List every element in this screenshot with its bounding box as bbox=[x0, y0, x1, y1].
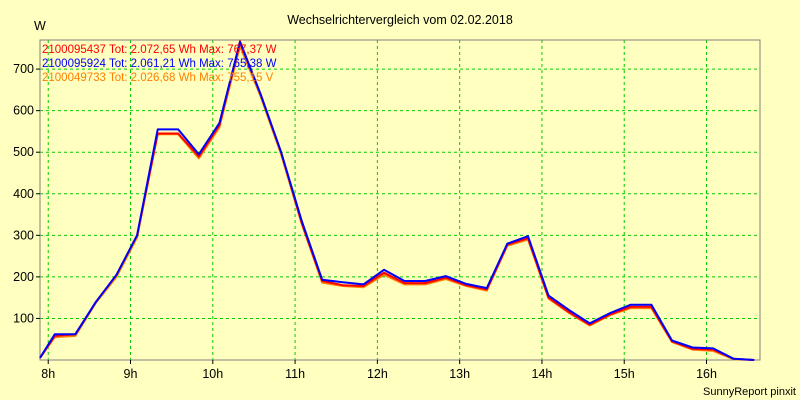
series-lines bbox=[39, 40, 755, 361]
y-tick-label: 500 bbox=[13, 145, 34, 159]
legend: 2100095437 Tot: 2.072,65 Wh Max: 767,37 … bbox=[42, 44, 277, 84]
y-tick-label: 400 bbox=[13, 187, 34, 201]
series-line-2100095924 bbox=[39, 41, 755, 361]
y-axis: 100 200 300 400 500 600 700 bbox=[13, 62, 40, 325]
x-tick-label: 11h bbox=[285, 367, 305, 381]
x-axis: 8h 9h 10h 11h 12h 13h 14h 15h 16h bbox=[41, 360, 717, 381]
plot-area-frame bbox=[39, 39, 761, 361]
x-tick-label: 13h bbox=[449, 367, 470, 381]
y-axis-unit-label: W bbox=[34, 19, 46, 33]
y-tick-label: 300 bbox=[13, 228, 34, 242]
x-tick-label: 16h bbox=[696, 367, 717, 381]
legend-entry-2100095924: 2100095924 Tot: 2.061,21 Wh Max: 765,38 … bbox=[42, 58, 277, 70]
chart-title: Wechselrichtervergleich vom 02.02.2018 bbox=[287, 13, 513, 27]
x-tick-label: 8h bbox=[41, 367, 55, 381]
legend-entry-2100049733: 2100049733 Tot: 2.026,68 Wh Max: 755,15 … bbox=[42, 72, 274, 84]
x-tick-label: 15h bbox=[614, 367, 635, 381]
credit-text: SunnyReport pinxit bbox=[703, 386, 796, 398]
x-tick-label: 14h bbox=[532, 367, 553, 381]
legend-entry-2100095437: 2100095437 Tot: 2.072,65 Wh Max: 767,37 … bbox=[42, 44, 277, 56]
y-tick-label: 600 bbox=[13, 104, 34, 118]
x-tick-label: 12h bbox=[367, 367, 388, 381]
y-tick-label: 100 bbox=[13, 311, 34, 325]
y-tick-label: 700 bbox=[13, 62, 34, 76]
x-tick-label: 9h bbox=[124, 367, 138, 381]
y-tick-label: 200 bbox=[13, 270, 34, 284]
x-tick-label: 10h bbox=[202, 367, 223, 381]
